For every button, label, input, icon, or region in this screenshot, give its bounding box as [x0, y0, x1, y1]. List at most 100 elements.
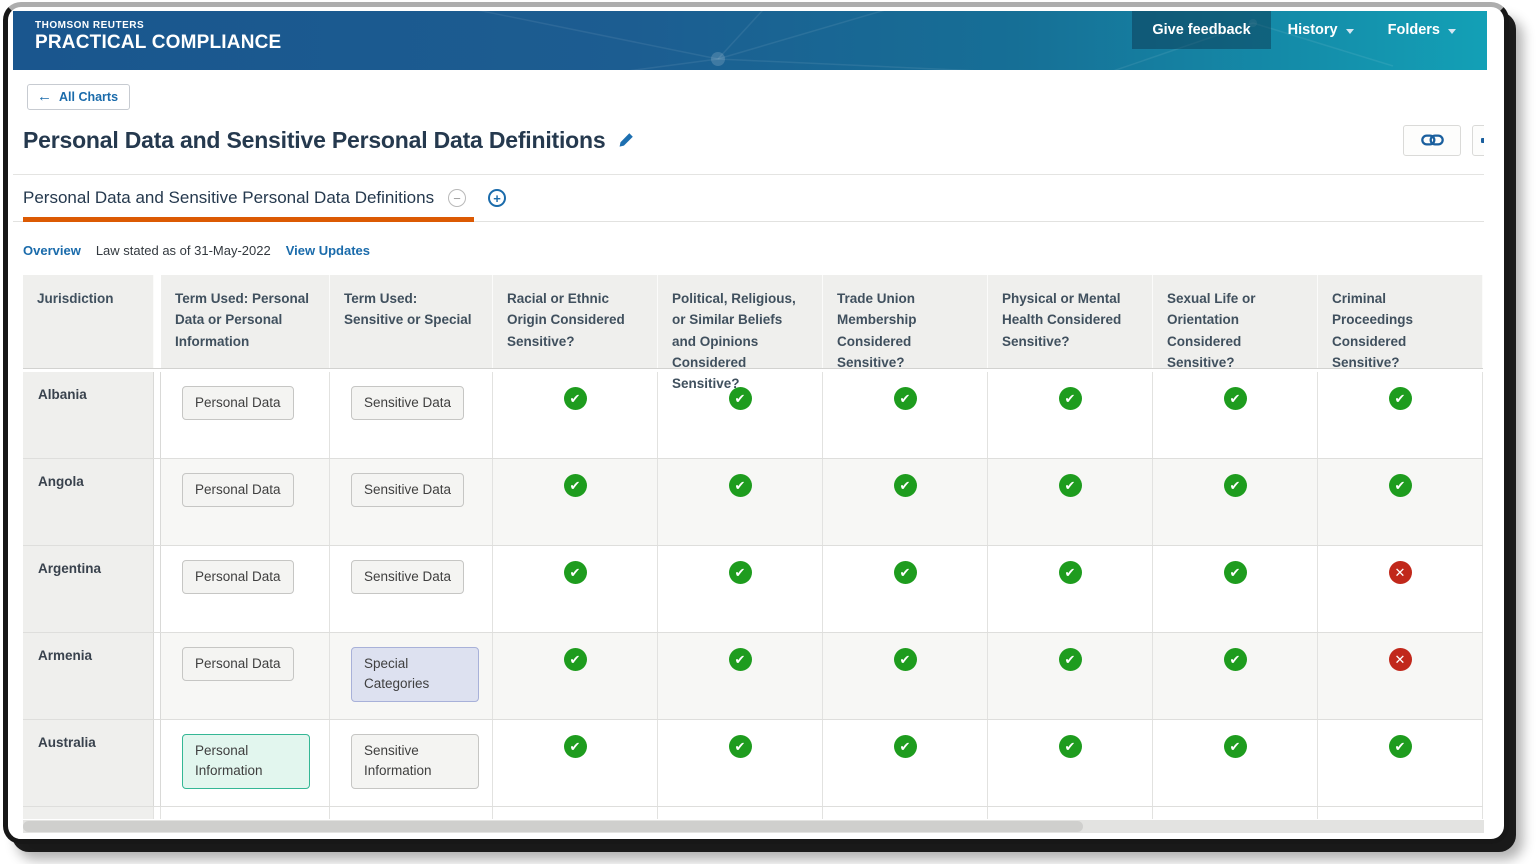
flag-cell: ✔ — [493, 720, 658, 806]
comparison-table: Jurisdiction Term Used: Personal Data or … — [23, 275, 1483, 819]
pencil-icon — [620, 133, 634, 147]
check-circle-icon: ✔ — [728, 474, 752, 497]
term-button[interactable]: Special Categories — [351, 647, 479, 702]
check-circle-icon: ✔ — [1388, 474, 1412, 497]
column-header: Trade Union Membership Considered Sensit… — [823, 275, 988, 370]
term-button[interactable]: Personal Data — [182, 386, 294, 421]
column-header: Physical or Mental Health Considered Sen… — [988, 275, 1153, 368]
table-body: Albania Personal Data Sensitive Data ✔ ✔ ✔ ✔ ✔ ✔… — [23, 372, 1483, 807]
term-button[interactable]: Sensitive Data — [351, 473, 465, 508]
brand-line-large: PRACTICAL COMPLIANCE — [35, 31, 282, 53]
term-cell: Special Categories — [330, 633, 493, 719]
page-content: ← All Charts Personal Data and Sensitive… — [13, 70, 1484, 833]
jurisdiction-cell: Angola — [23, 459, 154, 545]
jurisdiction-cell — [23, 807, 154, 819]
table-row: Albania Personal Data Sensitive Data ✔ ✔ ✔ ✔ ✔ ✔ — [23, 372, 1483, 459]
flag-cell: ✔ — [493, 546, 658, 632]
back-button-label: All Charts — [59, 89, 119, 104]
check-circle-icon: ✔ — [1223, 474, 1247, 497]
tab-personal-data-definitions[interactable]: Personal Data and Sensitive Personal Dat… — [13, 175, 475, 222]
law-stated-text: Law stated as of 31-May-2022 — [95, 243, 271, 258]
term-button[interactable]: Personal Information — [182, 734, 310, 789]
check-circle-icon: ✔ — [728, 387, 752, 410]
jurisdiction-cell: Argentina — [23, 546, 154, 632]
give-feedback-button[interactable]: Give feedback — [1132, 11, 1271, 49]
flag-cell: ✔ — [658, 546, 823, 632]
flag-cell: ✔ — [658, 372, 823, 458]
term-cell: Personal Data — [161, 633, 330, 719]
overview-link[interactable]: Overview — [23, 243, 81, 258]
term-button[interactable]: Personal Data — [182, 647, 294, 682]
minus-circle-icon[interactable]: − — [448, 189, 467, 207]
table-cell — [658, 807, 823, 819]
chart-tab-bar: Personal Data and Sensitive Personal Dat… — [13, 175, 1484, 222]
flag-cell: ✔ — [988, 372, 1153, 458]
flag-cell: ✔ — [493, 372, 658, 458]
table-partial-next-row — [23, 807, 1483, 819]
flag-cell: ✔ — [1153, 720, 1318, 806]
x-circle-icon: ✕ — [1388, 648, 1412, 671]
horizontal-scrollbar[interactable] — [23, 820, 1484, 833]
table-cell — [988, 807, 1153, 819]
term-cell: Sensitive Information — [330, 720, 493, 806]
view-updates-link[interactable]: View Updates — [285, 243, 371, 258]
jurisdiction-cell: Armenia — [23, 633, 154, 719]
table-header-row: Jurisdiction Term Used: Personal Data or … — [23, 275, 1483, 391]
all-charts-back-button[interactable]: ← All Charts — [27, 84, 131, 110]
check-circle-icon: ✔ — [1388, 387, 1412, 410]
copy-link-button[interactable] — [1403, 124, 1461, 156]
flag-cell: ✔ — [1318, 372, 1483, 458]
column-header: Criminal Proceedings Considered Sensitiv… — [1318, 275, 1483, 370]
flag-cell: ✔ — [823, 459, 988, 545]
history-menu[interactable]: History — [1271, 11, 1371, 49]
term-cell: Personal Data — [161, 546, 330, 632]
brand-logo[interactable]: THOMSON REUTERS PRACTICAL COMPLIANCE — [35, 20, 281, 53]
title-row: Personal Data and Sensitive Personal Dat… — [23, 123, 1484, 157]
table-cell — [1153, 807, 1318, 819]
term-button[interactable]: Sensitive Information — [351, 734, 479, 789]
term-button[interactable]: Sensitive Data — [351, 386, 465, 421]
flag-cell: ✕ — [1318, 546, 1483, 632]
plus-circle-icon[interactable]: + — [488, 189, 507, 207]
page-title: Personal Data and Sensitive Personal Dat… — [23, 126, 606, 153]
flag-cell: ✔ — [658, 720, 823, 806]
frozen-column-gap — [154, 459, 161, 545]
check-circle-icon: ✔ — [893, 474, 917, 497]
section-divider — [13, 174, 1484, 175]
term-button[interactable]: Sensitive Data — [351, 560, 465, 595]
table-row: Australia Personal Information Sensitive I… — [23, 720, 1483, 807]
header-network-pattern — [478, 11, 1394, 70]
check-circle-icon: ✔ — [1058, 561, 1082, 584]
frozen-column-gap — [154, 720, 161, 806]
table-cell — [493, 807, 658, 819]
term-cell: Sensitive Data — [330, 459, 493, 545]
table-row: Argentina Personal Data Sensitive Data ✔ ✔ ✔ ✔… — [23, 546, 1483, 633]
term-cell: Sensitive Data — [330, 372, 493, 458]
dash-icon — [1480, 137, 1484, 143]
chevron-down-icon — [1448, 28, 1456, 34]
table-row: Angola Personal Data Sensitive Data ✔ ✔ ✔ ✔ ✔ ✔ — [23, 459, 1483, 546]
folders-menu-label: Folders — [1387, 22, 1440, 38]
app-window: THOMSON REUTERS PRACTICAL COMPLIANCE Giv… — [13, 11, 1489, 839]
column-header: Term Used: Sensitive or Special — [330, 275, 493, 368]
table-cell — [1318, 807, 1483, 819]
jurisdiction-cell: Albania — [23, 372, 154, 458]
table-cell — [823, 807, 988, 819]
meta-row: Overview Law stated as of 31-May-2022 Vi… — [23, 243, 1484, 258]
horizontal-scrollbar-thumb[interactable] — [23, 821, 1083, 832]
check-circle-icon: ✔ — [893, 561, 917, 584]
edit-title-button[interactable] — [618, 132, 634, 148]
table-cell — [161, 807, 330, 819]
flag-cell: ✔ — [493, 459, 658, 545]
check-circle-icon: ✔ — [563, 735, 587, 758]
folders-menu[interactable]: Folders — [1371, 11, 1473, 49]
partial-action-button[interactable] — [1472, 124, 1484, 156]
flag-cell: ✕ — [1318, 633, 1483, 719]
flag-cell: ✔ — [1153, 546, 1318, 632]
term-button[interactable]: Personal Data — [182, 560, 294, 595]
column-header: Sexual Life or Orientation Considered Se… — [1153, 275, 1318, 370]
column-header: Term Used: Personal Data or Personal Inf… — [161, 275, 330, 368]
check-circle-icon: ✔ — [1058, 387, 1082, 410]
flag-cell: ✔ — [823, 546, 988, 632]
term-button[interactable]: Personal Data — [182, 473, 294, 508]
